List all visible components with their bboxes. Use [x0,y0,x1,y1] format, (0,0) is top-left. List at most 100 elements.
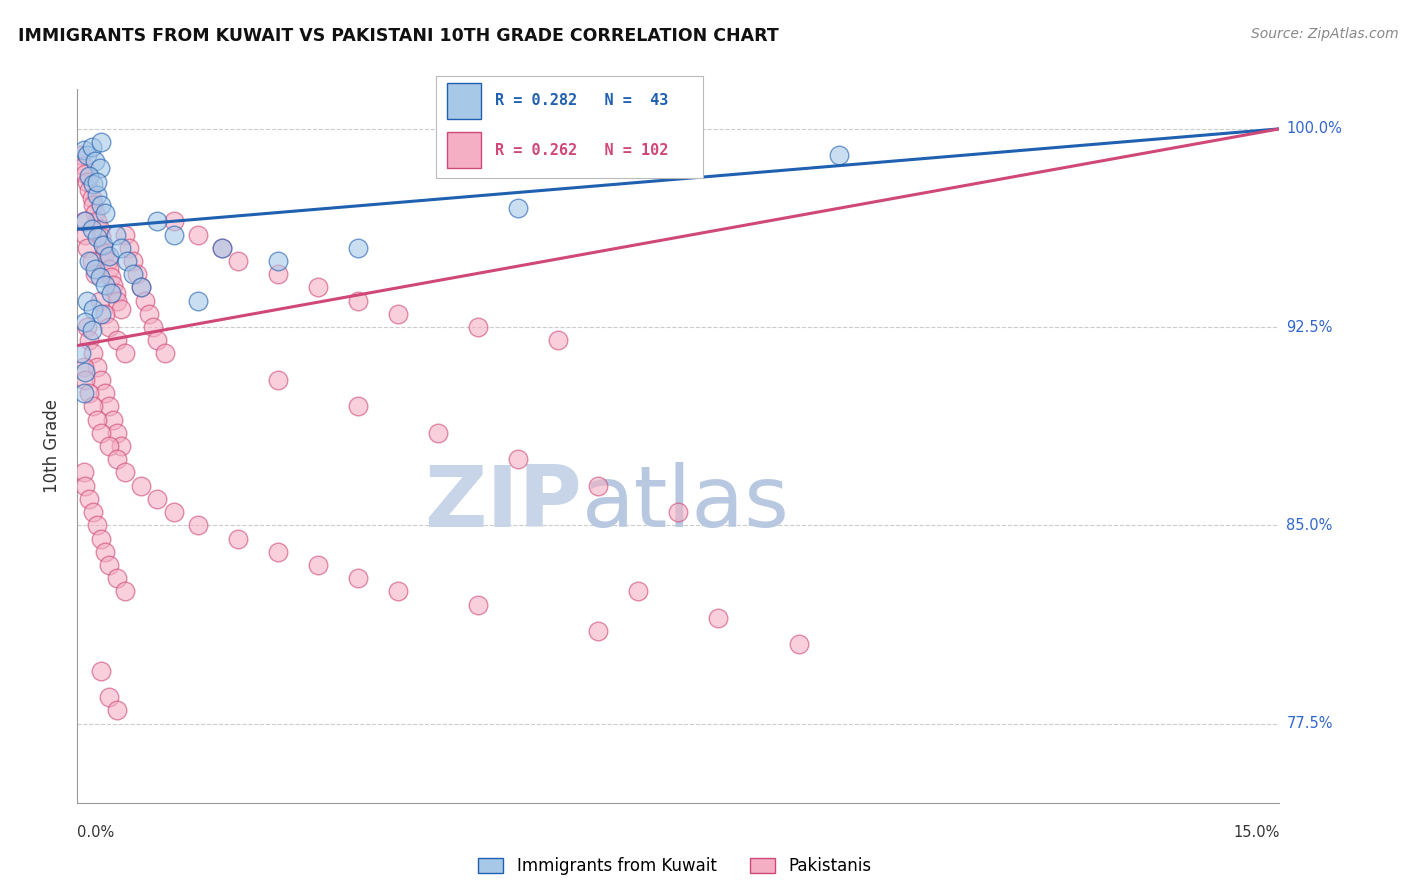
Legend: Immigrants from Kuwait, Pakistanis: Immigrants from Kuwait, Pakistanis [472,851,877,882]
Point [547,333,569,347]
Point [94,307,117,321]
Point [267,373,290,387]
Point [346,571,368,585]
Point [82,400,104,414]
Point [75,365,97,379]
Point [75,315,97,329]
Point [115,254,138,268]
Point [107,452,129,467]
Point [80,254,103,268]
Text: ZIP: ZIP [425,461,582,545]
Point [76,241,98,255]
Point [76,320,98,334]
Point [346,241,368,255]
Point [211,241,233,255]
Point [98,249,121,263]
Point [73,159,96,173]
Text: 92.5%: 92.5% [1286,319,1333,334]
Point [90,532,112,546]
Point [211,241,233,255]
Point [162,214,184,228]
Point [86,214,108,228]
Point [84,267,107,281]
Point [122,267,145,281]
Point [346,400,368,414]
Point [75,227,97,242]
Point [94,206,117,220]
Point [828,148,851,162]
Point [73,386,96,401]
Point [98,558,121,572]
Point [98,690,121,704]
Point [80,190,103,204]
Point [94,545,117,559]
Point [267,545,290,559]
Point [226,254,249,268]
Point [134,293,156,308]
Point [91,238,114,252]
Point [267,267,290,281]
Point [84,261,107,276]
Point [387,307,409,321]
Point [82,178,104,192]
Point [73,466,96,480]
Point [114,584,136,599]
Point [70,346,93,360]
Point [346,293,368,308]
Y-axis label: 10th Grade: 10th Grade [44,399,62,493]
Point [73,214,96,228]
Point [82,198,104,212]
Point [84,206,107,220]
Point [98,261,121,276]
Point [114,227,136,242]
Point [155,346,177,360]
Point [588,478,610,492]
Point [146,214,169,228]
Text: Source: ZipAtlas.com: Source: ZipAtlas.com [1251,27,1399,41]
Point [90,664,112,678]
Point [94,246,117,260]
Text: 85.0%: 85.0% [1286,517,1333,533]
Point [89,269,111,284]
Point [186,293,209,308]
Point [107,571,129,585]
Point [508,201,530,215]
Point [84,153,107,168]
Bar [447,83,481,119]
Point [387,584,409,599]
Point [186,518,209,533]
Point [588,624,610,638]
Point [82,301,104,316]
Point [90,425,112,440]
Point [131,280,153,294]
Point [79,491,101,506]
Point [104,285,127,300]
Point [98,400,121,414]
Point [107,293,129,308]
Point [162,505,184,519]
Point [82,346,104,360]
Text: R = 0.262   N = 102: R = 0.262 N = 102 [495,143,668,158]
Point [186,227,209,242]
Point [100,269,122,284]
Point [114,346,136,360]
Point [97,254,120,268]
Point [94,386,117,401]
Point [86,359,108,374]
Text: atlas: atlas [582,461,790,545]
Point [98,320,121,334]
Point [508,452,530,467]
Bar [447,132,481,168]
Point [76,293,98,308]
Point [103,412,125,426]
Point [98,439,121,453]
Point [100,285,122,300]
Point [76,175,98,189]
Text: 15.0%: 15.0% [1233,825,1279,840]
Point [307,558,329,572]
Point [114,466,136,480]
Point [104,227,127,242]
Point [86,412,108,426]
Point [75,167,97,181]
Point [79,183,101,197]
